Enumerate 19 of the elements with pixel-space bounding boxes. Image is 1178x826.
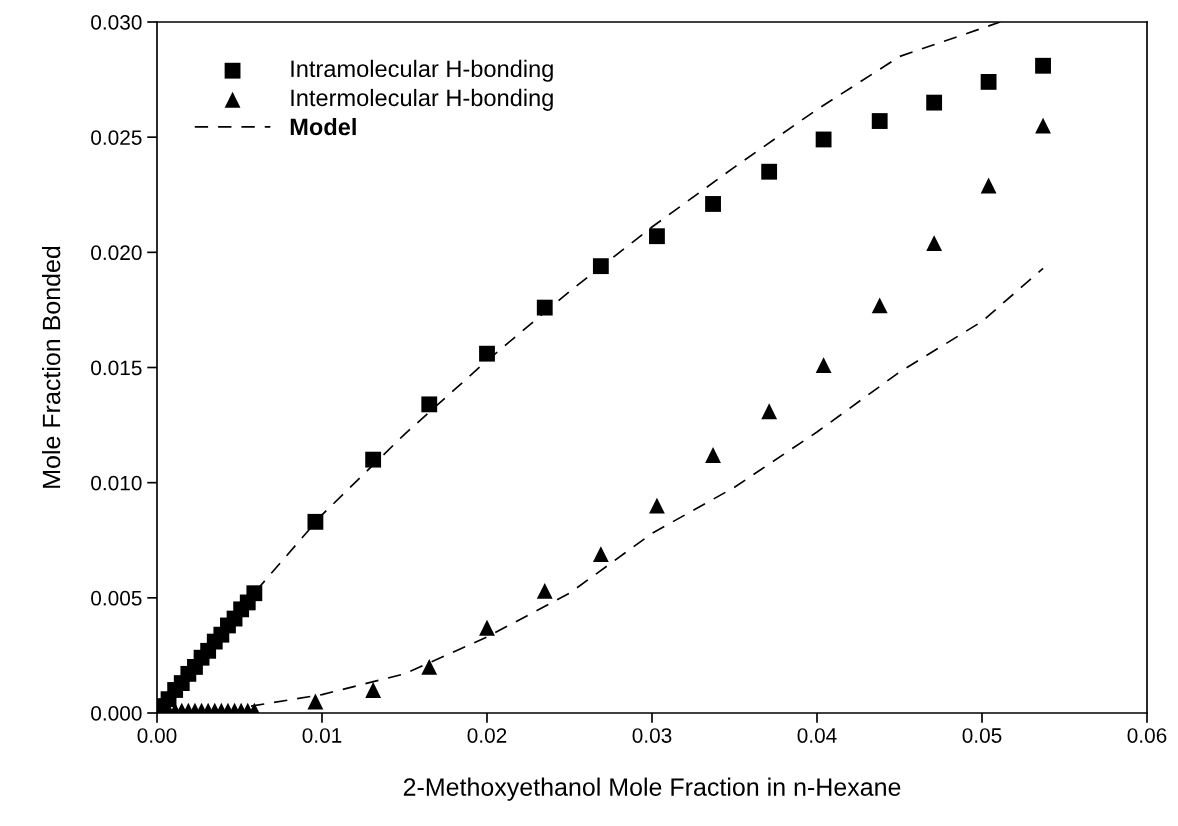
legend-label: Model	[290, 117, 356, 136]
y-axis-title: Mole Fraction Bonded	[41, 246, 61, 488]
y-tick-label: 0.010	[91, 475, 142, 491]
x-tick-label: 0.01	[302, 728, 342, 743]
x-tick-label: 0.05	[962, 728, 1002, 743]
y-tick-label: 0.030	[91, 15, 142, 30]
y-tick-label: 0.000	[91, 706, 142, 721]
legend-label: Intramolecular H-bonding	[291, 59, 553, 82]
x-tick-label: 0.06	[1127, 728, 1167, 743]
x-axis-title: 2-Methoxyethanol Mole Fraction in n-Hexane	[403, 777, 901, 801]
y-tick-label: 0.020	[91, 245, 142, 261]
x-tick-label: 0.02	[467, 728, 507, 743]
y-tick-label: 0.015	[91, 360, 142, 376]
y-tick-label: 0.005	[91, 590, 142, 606]
x-tick-label: 0.03	[632, 728, 672, 743]
legend-label: Intermolecular H-bonding	[291, 88, 553, 111]
x-tick-label: 0.04	[797, 728, 837, 743]
y-tick-label: 0.025	[91, 130, 142, 145]
x-tick-label: 0.00	[137, 728, 177, 743]
